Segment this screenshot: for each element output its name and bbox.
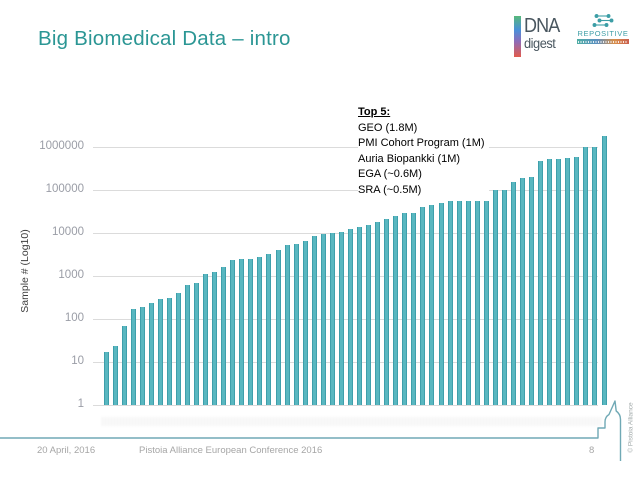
bar [429, 204, 435, 405]
dna-digest-gradient-bar-icon [514, 16, 521, 57]
bar [184, 284, 190, 405]
bar [492, 190, 498, 405]
bar [320, 233, 326, 405]
bar [157, 299, 163, 405]
dna-digest-logo-text-dna: DNA [524, 15, 560, 37]
y-tick-label: 1 [77, 398, 84, 410]
bar [438, 202, 444, 405]
bar [248, 258, 254, 405]
x-axis-labels-illegible [102, 417, 602, 426]
bar [411, 213, 417, 405]
bar [465, 194, 471, 405]
bar [302, 240, 308, 405]
bar [103, 352, 109, 405]
bar [194, 282, 200, 405]
bar [420, 207, 426, 405]
bar [520, 178, 526, 405]
bar [547, 159, 553, 405]
repositive-gradient-strip-icon [577, 39, 629, 44]
bar [375, 222, 381, 405]
annotation-line: EGA (~0.6M) [358, 168, 422, 181]
gridline [93, 362, 598, 363]
bar [483, 190, 489, 405]
gridline [93, 405, 598, 406]
y-tick-label: 10000 [52, 226, 84, 238]
bar [393, 215, 399, 405]
repositive-logo-text: REPOSITIVE [577, 29, 629, 38]
bar [529, 177, 535, 405]
bar [230, 259, 236, 405]
annotation-line: Auria Biopankki (1M) [358, 152, 461, 165]
top5-annotation: Top 5: GEO (1.8M) PMI Cohort Program (1M)… [358, 105, 489, 201]
page-title: Big Biomedical Data – intro [38, 27, 291, 50]
bar [284, 244, 290, 405]
bar [338, 231, 344, 405]
bar [239, 258, 245, 405]
y-tick-label: 10 [71, 355, 84, 367]
repositive-network-icon [592, 14, 614, 27]
bar [583, 147, 589, 405]
footer-date: 20 April, 2016 [37, 445, 96, 456]
bar [275, 249, 281, 405]
gridline [93, 147, 598, 148]
y-tick-label: 1000 [58, 269, 84, 281]
bar [357, 227, 363, 405]
bar [366, 225, 372, 405]
y-tick-label: 1000000 [39, 140, 84, 152]
annotation-line: PMI Cohort Program (1M) [358, 137, 485, 150]
gridline [93, 276, 598, 277]
gridline [93, 233, 598, 234]
bar [221, 266, 227, 405]
bar [175, 293, 181, 405]
bar [474, 190, 480, 405]
bar [139, 307, 145, 405]
annotation-line: SRA (~0.5M) [358, 183, 422, 196]
bar [556, 159, 562, 405]
pistoia-flask-footer-line [0, 400, 622, 461]
bar [148, 303, 154, 405]
footer-conference-title: Pistoia Alliance European Conference 201… [139, 445, 323, 456]
page-number: 8 [589, 445, 595, 456]
annotation-line: GEO (1.8M) [358, 121, 418, 134]
bar [212, 271, 218, 405]
gridline [93, 190, 598, 191]
bar [257, 257, 263, 405]
bar [456, 199, 462, 405]
bar [112, 346, 118, 405]
bar [130, 309, 136, 405]
gridline [93, 319, 598, 320]
dna-digest-logo: DNA digest [514, 16, 563, 57]
copyright-vertical-text: © Pistoia Alliance [627, 402, 635, 453]
repositive-logo: REPOSITIVE [577, 14, 629, 44]
bar [347, 228, 353, 405]
bar [311, 235, 317, 405]
bar [293, 243, 299, 405]
y-tick-label: 100 [64, 312, 84, 324]
y-tick-label: 100000 [45, 183, 84, 195]
bar [565, 158, 571, 405]
bar [447, 201, 453, 405]
bar [166, 298, 172, 405]
dna-digest-logo-text-digest: digest [524, 36, 556, 51]
top5-annotation-title: Top 5: [358, 106, 391, 118]
bar [592, 147, 598, 405]
bar [329, 233, 335, 405]
bar [538, 160, 544, 405]
bar [501, 190, 507, 405]
bar [203, 274, 209, 405]
bar [121, 325, 127, 405]
bar [510, 181, 516, 405]
bar [601, 136, 607, 405]
bar [266, 253, 272, 405]
bar [402, 213, 408, 405]
bar [574, 157, 580, 405]
bar [384, 219, 390, 405]
